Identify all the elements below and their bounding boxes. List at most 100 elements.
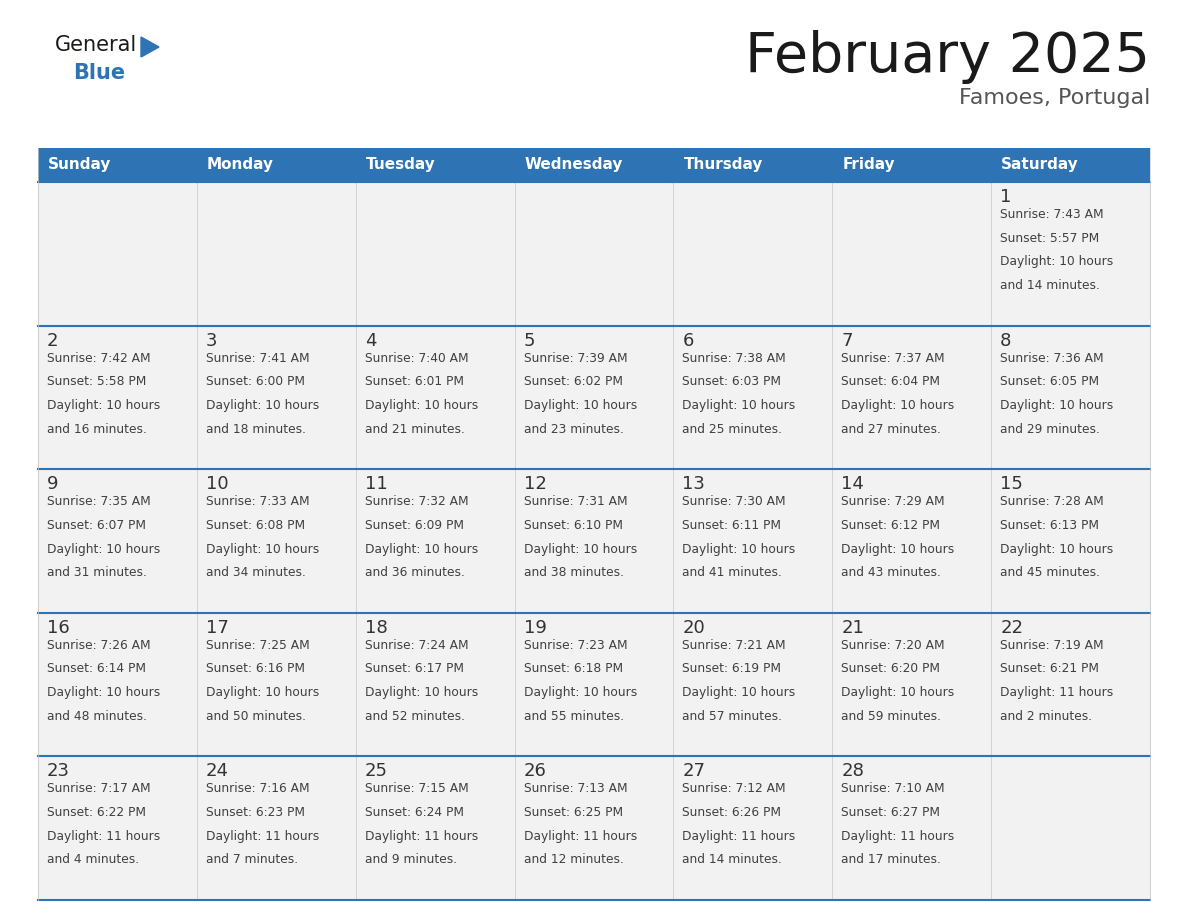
Text: Friday: Friday [842, 158, 895, 173]
Bar [355, 182, 514, 326]
Text: 13: 13 [682, 476, 706, 493]
Bar [197, 326, 355, 469]
Text: Sunset: 6:10 PM: Sunset: 6:10 PM [524, 519, 623, 532]
Text: Daylight: 11 hours: Daylight: 11 hours [206, 830, 320, 843]
Bar [38, 148, 197, 182]
Text: Daylight: 11 hours: Daylight: 11 hours [524, 830, 637, 843]
Text: 15: 15 [1000, 476, 1023, 493]
Text: 11: 11 [365, 476, 387, 493]
Text: Daylight: 10 hours: Daylight: 10 hours [524, 543, 637, 555]
Text: Sunset: 6:01 PM: Sunset: 6:01 PM [365, 375, 463, 388]
Text: Sunset: 6:22 PM: Sunset: 6:22 PM [48, 806, 146, 819]
Text: and 27 minutes.: and 27 minutes. [841, 422, 941, 436]
Text: Sunset: 6:09 PM: Sunset: 6:09 PM [365, 519, 463, 532]
Polygon shape [141, 37, 159, 57]
Bar [674, 326, 833, 469]
Text: and 12 minutes.: and 12 minutes. [524, 854, 624, 867]
Text: and 43 minutes.: and 43 minutes. [841, 566, 941, 579]
Bar [197, 182, 355, 326]
Text: Sunset: 6:25 PM: Sunset: 6:25 PM [524, 806, 623, 819]
Text: and 7 minutes.: and 7 minutes. [206, 854, 298, 867]
Text: Daylight: 10 hours: Daylight: 10 hours [48, 686, 160, 700]
Text: 10: 10 [206, 476, 228, 493]
Text: Daylight: 10 hours: Daylight: 10 hours [48, 543, 160, 555]
Text: 23: 23 [48, 763, 70, 780]
Text: Daylight: 10 hours: Daylight: 10 hours [841, 686, 954, 700]
Text: 26: 26 [524, 763, 546, 780]
Bar [674, 756, 833, 900]
Text: 18: 18 [365, 619, 387, 637]
Text: Sunrise: 7:40 AM: Sunrise: 7:40 AM [365, 352, 468, 364]
Text: Sunset: 6:18 PM: Sunset: 6:18 PM [524, 663, 623, 676]
Text: Sunrise: 7:20 AM: Sunrise: 7:20 AM [841, 639, 944, 652]
Text: Sunset: 6:00 PM: Sunset: 6:00 PM [206, 375, 305, 388]
Text: and 2 minutes.: and 2 minutes. [1000, 710, 1092, 722]
Text: Daylight: 10 hours: Daylight: 10 hours [682, 686, 796, 700]
Bar [833, 613, 991, 756]
Bar [355, 613, 514, 756]
Text: Sunrise: 7:39 AM: Sunrise: 7:39 AM [524, 352, 627, 364]
Bar [38, 182, 197, 326]
Text: Sunrise: 7:28 AM: Sunrise: 7:28 AM [1000, 495, 1104, 509]
Text: and 16 minutes.: and 16 minutes. [48, 422, 147, 436]
Bar [991, 326, 1150, 469]
Text: Daylight: 11 hours: Daylight: 11 hours [841, 830, 954, 843]
Text: Famoes, Portugal: Famoes, Portugal [959, 88, 1150, 108]
Text: Daylight: 10 hours: Daylight: 10 hours [1000, 399, 1113, 412]
Text: Sunrise: 7:23 AM: Sunrise: 7:23 AM [524, 639, 627, 652]
Text: Daylight: 10 hours: Daylight: 10 hours [524, 686, 637, 700]
Text: and 4 minutes.: and 4 minutes. [48, 854, 139, 867]
Text: Daylight: 10 hours: Daylight: 10 hours [48, 399, 160, 412]
Text: and 52 minutes.: and 52 minutes. [365, 710, 465, 722]
Text: Sunset: 6:17 PM: Sunset: 6:17 PM [365, 663, 463, 676]
Text: 8: 8 [1000, 331, 1011, 350]
Text: Sunrise: 7:38 AM: Sunrise: 7:38 AM [682, 352, 786, 364]
Text: 9: 9 [48, 476, 58, 493]
Text: Sunrise: 7:33 AM: Sunrise: 7:33 AM [206, 495, 310, 509]
Text: 1: 1 [1000, 188, 1011, 206]
Text: Sunrise: 7:12 AM: Sunrise: 7:12 AM [682, 782, 786, 795]
Text: Sunset: 6:24 PM: Sunset: 6:24 PM [365, 806, 463, 819]
Text: Sunset: 5:58 PM: Sunset: 5:58 PM [48, 375, 146, 388]
Bar [991, 613, 1150, 756]
Text: Sunrise: 7:15 AM: Sunrise: 7:15 AM [365, 782, 468, 795]
Bar [833, 326, 991, 469]
Text: and 23 minutes.: and 23 minutes. [524, 422, 624, 436]
Text: Sunrise: 7:30 AM: Sunrise: 7:30 AM [682, 495, 786, 509]
Text: Sunset: 6:05 PM: Sunset: 6:05 PM [1000, 375, 1099, 388]
Text: Sunset: 5:57 PM: Sunset: 5:57 PM [1000, 231, 1099, 245]
Text: Sunset: 6:16 PM: Sunset: 6:16 PM [206, 663, 305, 676]
Text: Daylight: 10 hours: Daylight: 10 hours [1000, 255, 1113, 268]
Text: and 9 minutes.: and 9 minutes. [365, 854, 457, 867]
Text: and 34 minutes.: and 34 minutes. [206, 566, 305, 579]
Bar [991, 756, 1150, 900]
Bar [514, 613, 674, 756]
Text: Daylight: 11 hours: Daylight: 11 hours [1000, 686, 1113, 700]
Text: 24: 24 [206, 763, 229, 780]
Text: Sunrise: 7:29 AM: Sunrise: 7:29 AM [841, 495, 944, 509]
Bar [674, 469, 833, 613]
Text: Monday: Monday [207, 158, 274, 173]
Text: Daylight: 10 hours: Daylight: 10 hours [682, 399, 796, 412]
Text: Blue: Blue [72, 63, 125, 83]
Text: 14: 14 [841, 476, 864, 493]
Bar [355, 326, 514, 469]
Bar [991, 148, 1150, 182]
Text: and 45 minutes.: and 45 minutes. [1000, 566, 1100, 579]
Text: and 59 minutes.: and 59 minutes. [841, 710, 941, 722]
Text: Sunset: 6:02 PM: Sunset: 6:02 PM [524, 375, 623, 388]
Text: Sunrise: 7:10 AM: Sunrise: 7:10 AM [841, 782, 944, 795]
Text: and 18 minutes.: and 18 minutes. [206, 422, 305, 436]
Text: Sunrise: 7:32 AM: Sunrise: 7:32 AM [365, 495, 468, 509]
Text: Daylight: 10 hours: Daylight: 10 hours [365, 543, 478, 555]
Text: Sunset: 6:07 PM: Sunset: 6:07 PM [48, 519, 146, 532]
Text: and 14 minutes.: and 14 minutes. [682, 854, 783, 867]
Text: Sunset: 6:11 PM: Sunset: 6:11 PM [682, 519, 782, 532]
Bar [355, 469, 514, 613]
Text: Wednesday: Wednesday [525, 158, 623, 173]
Bar [514, 326, 674, 469]
Text: Sunset: 6:26 PM: Sunset: 6:26 PM [682, 806, 782, 819]
Bar [38, 469, 197, 613]
Bar [514, 182, 674, 326]
Bar [38, 613, 197, 756]
